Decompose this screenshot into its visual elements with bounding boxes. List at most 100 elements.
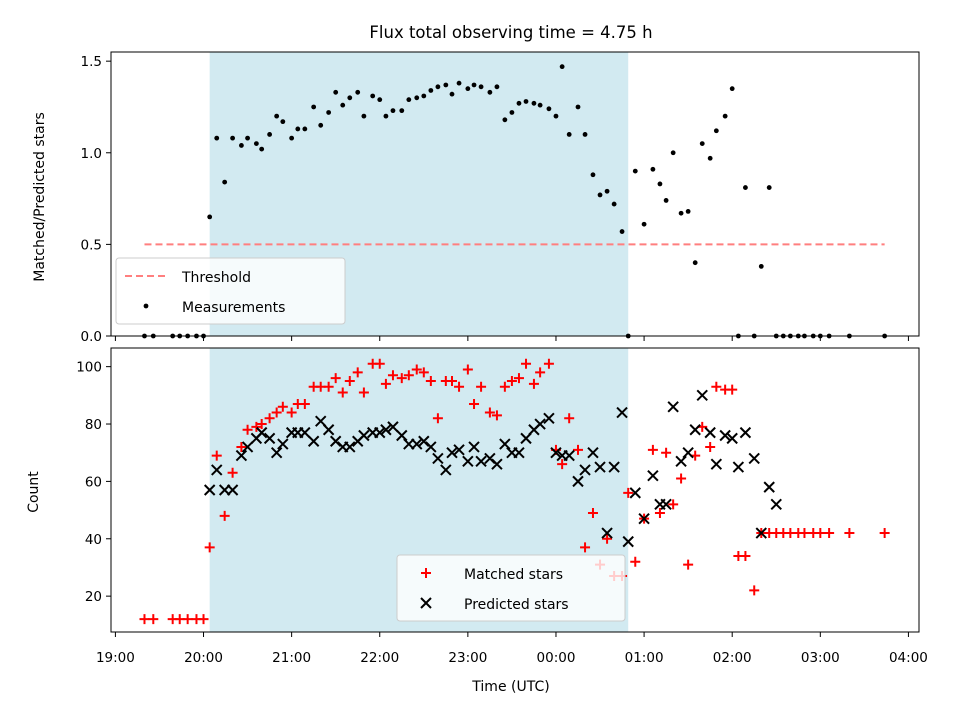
- matched-star-point: [446, 375, 457, 386]
- measurement-point: [333, 89, 339, 95]
- predicted-star-point: [374, 426, 386, 439]
- matched-star-point: [251, 421, 262, 432]
- measurement-point: [267, 132, 273, 137]
- matched-star-point: [330, 373, 341, 384]
- matched-star-point: [630, 556, 641, 567]
- matched-star-point: [148, 614, 159, 625]
- measurement-point: [575, 104, 581, 110]
- measurement-point: [685, 209, 691, 214]
- measurement-point: [259, 146, 265, 152]
- predicted-star-point: [534, 418, 546, 430]
- measurement-point: [632, 168, 638, 174]
- predicted-star-point: [622, 535, 634, 548]
- matched-star-point: [647, 444, 658, 455]
- measurement-point: [678, 210, 684, 216]
- predicted-star-point: [396, 429, 408, 442]
- measurement-point: [253, 141, 259, 147]
- measurement-point: [722, 113, 728, 119]
- matched-star-point: [139, 614, 150, 625]
- matched-star-point: [521, 358, 532, 369]
- legend-measurements-swatch: [143, 303, 149, 309]
- legend-measurements-label: Measurements: [182, 300, 285, 316]
- matched-star-point: [380, 378, 391, 389]
- predicted-star-point: [453, 444, 465, 456]
- matched-star-point: [454, 381, 465, 392]
- matched-star-point: [182, 614, 193, 625]
- xtick-label: 01:00: [625, 650, 664, 666]
- xtick-label: 03:00: [801, 650, 840, 666]
- measurement-point: [318, 122, 324, 128]
- predicted-star-point: [616, 406, 628, 419]
- predicted-star-point: [241, 441, 254, 453]
- predicted-star-point: [638, 512, 650, 525]
- measurement-point: [611, 201, 617, 207]
- measurement-point: [222, 179, 228, 185]
- measurement-point: [699, 141, 705, 147]
- predicted-star-point: [696, 389, 708, 402]
- predicted-star-point: [432, 452, 444, 465]
- predicted-star-point: [763, 481, 775, 493]
- predicted-star-point: [263, 432, 276, 445]
- bottom-xlabel: Time (UTC): [471, 679, 549, 695]
- top-ytick-label: 0.5: [81, 237, 102, 253]
- bottom-ytick-label: 100: [76, 360, 102, 376]
- predicted-star-point: [608, 461, 620, 473]
- measurement-point: [537, 102, 543, 108]
- matched-star-point: [499, 381, 510, 392]
- matched-star-point: [271, 407, 282, 418]
- matched-star-point: [711, 381, 722, 392]
- matched-star-point: [204, 542, 215, 553]
- matched-star-point: [476, 381, 487, 392]
- measurement-point: [590, 172, 596, 178]
- predicted-star-point: [491, 458, 503, 470]
- measurement-point: [670, 150, 676, 156]
- matched-star-point: [198, 614, 209, 625]
- measurement-point: [663, 198, 669, 203]
- matched-star-point: [580, 542, 591, 553]
- bottom-ytick-label: 80: [85, 417, 102, 433]
- measurement-point: [523, 99, 529, 104]
- matched-star-point: [587, 507, 598, 518]
- legend-predicted-swatch: [420, 597, 432, 609]
- matched-star-point: [277, 401, 288, 412]
- measurement-point: [766, 185, 772, 190]
- xtick-label: 20:00: [184, 650, 223, 666]
- matched-star-point: [387, 370, 398, 381]
- matched-star-point: [557, 459, 568, 470]
- legend-matched-swatch: [421, 568, 431, 578]
- measurement-point: [302, 126, 308, 132]
- bottom-series-predicted-stars: [203, 389, 782, 548]
- predicted-star-point: [425, 441, 437, 453]
- measurement-point: [502, 117, 508, 123]
- measurement-point: [280, 119, 286, 125]
- measurement-point: [456, 80, 462, 86]
- predicted-star-point: [732, 461, 745, 473]
- predicted-star-point: [203, 484, 216, 496]
- matched-star-point: [352, 367, 363, 378]
- measurement-point: [546, 106, 552, 112]
- predicted-star-point: [579, 464, 591, 476]
- matched-star-point: [602, 533, 613, 544]
- measurement-point: [494, 84, 500, 90]
- predicted-star-point: [211, 464, 223, 476]
- bottom-ytick-label: 60: [85, 474, 102, 490]
- matched-star-point: [705, 441, 716, 452]
- xtick-label: 04:00: [889, 650, 928, 666]
- predicted-star-point: [226, 484, 239, 496]
- top-legend: Threshold Measurements: [115, 257, 346, 325]
- bottom-panel: 20 40 60 80 100 19:00 20:00 21:00 22:00 23:00 00:0…: [76, 347, 928, 666]
- matched-star-point: [844, 528, 855, 539]
- matched-star-point: [219, 510, 230, 521]
- matched-star-point: [484, 407, 495, 418]
- measurement-point: [487, 89, 493, 95]
- predicted-star-point: [344, 441, 356, 453]
- measurement-point: [399, 108, 405, 114]
- matched-star-point: [396, 373, 407, 384]
- measurement-point: [274, 113, 280, 119]
- predicted-star-point: [563, 449, 575, 462]
- measurement-point: [516, 100, 522, 106]
- predicted-star-point: [755, 527, 767, 539]
- matched-star-point: [462, 364, 473, 375]
- predicted-star-point: [380, 424, 392, 436]
